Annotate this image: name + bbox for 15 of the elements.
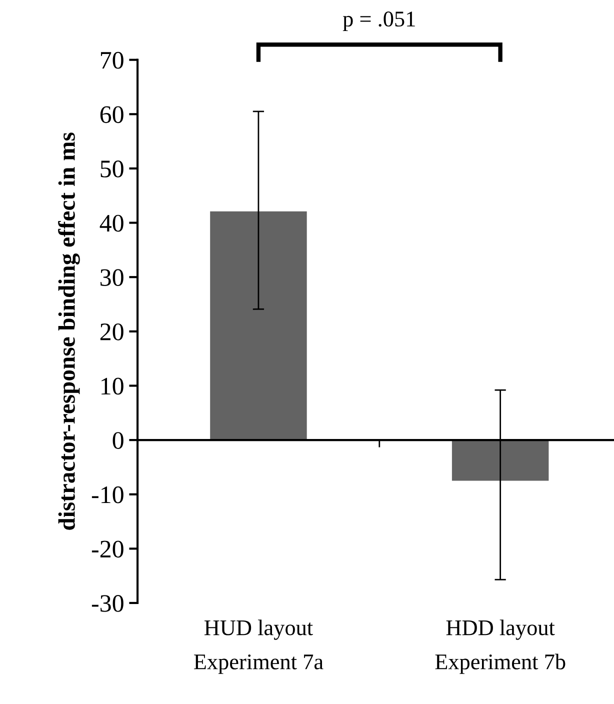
text: p = .051	[342, 12, 415, 32]
x-tick-label: HDD layout Experiment 7b	[435, 620, 566, 674]
y-axis-title: distractor-response binding effect in ms	[58, 132, 80, 530]
x-tick-label: HUD layout Experiment 7a	[194, 620, 324, 674]
y-tick-label: 30	[100, 269, 124, 286]
y-tick-label: -10	[92, 486, 124, 504]
y-tick-label: 50	[100, 160, 124, 178]
y-tick-label: -30	[92, 595, 124, 612]
y-tick-label: 70	[100, 52, 124, 69]
y-tick-label: 10	[102, 378, 124, 395]
y-tick-label: 0	[112, 432, 124, 449]
y-tick-label: 20	[100, 323, 124, 340]
y-tick-label: -20	[92, 540, 124, 558]
y-tick-label: 60	[100, 106, 124, 124]
y-tick-label: 40	[100, 214, 124, 232]
